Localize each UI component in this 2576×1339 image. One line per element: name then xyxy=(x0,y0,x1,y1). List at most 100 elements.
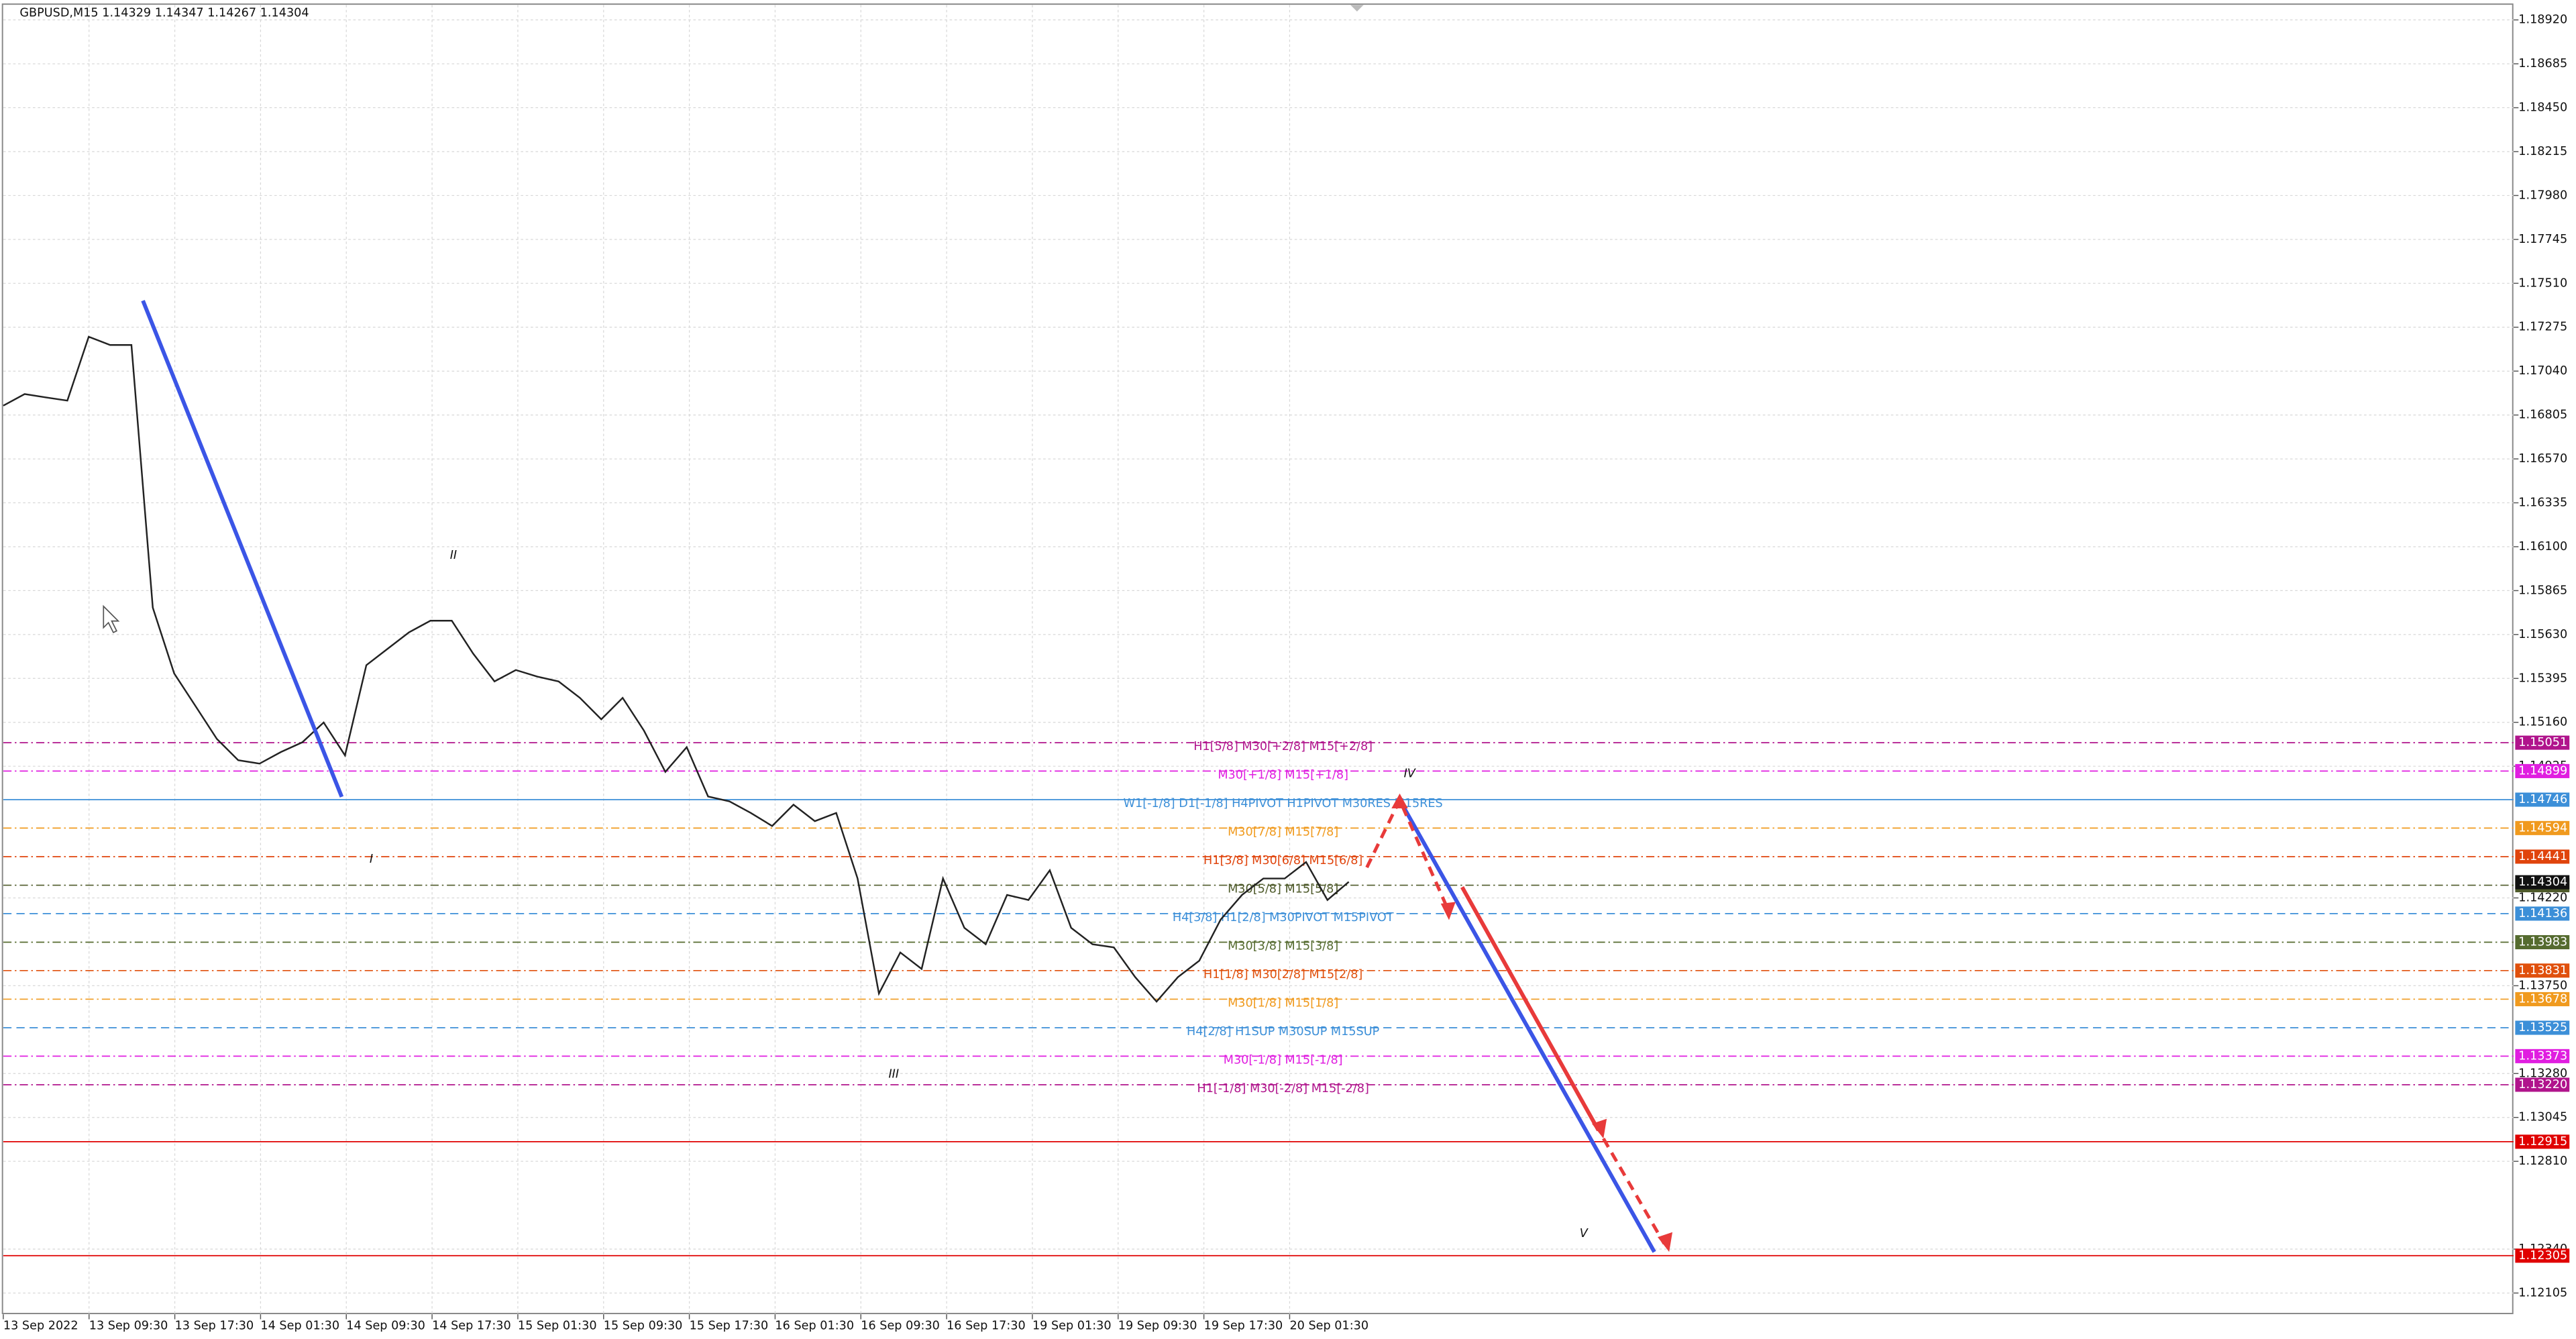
price-box-label: 1.12915 xyxy=(2518,1135,2567,1148)
price-box xyxy=(2515,735,2570,750)
price-box-label: 1.13678 xyxy=(2518,992,2567,1006)
axes: 1.18920 1.18685 1.18450 1.18215 1.17980 1.177… xyxy=(3,13,2570,1332)
price-box-label: 1.14746 xyxy=(2518,793,2567,806)
x-tick-label: 16 Sep 01:30 xyxy=(775,1319,854,1332)
price-box-label: 1.12305 xyxy=(2518,1249,2567,1263)
price-box xyxy=(2515,820,2570,835)
x-tick-label: 15 Sep 09:30 xyxy=(604,1319,683,1332)
x-tick-label: 19 Sep 01:30 xyxy=(1032,1319,1112,1332)
level-label: M30[-1/8] M15[-1/8] xyxy=(1224,1053,1343,1067)
price-box-label: 1.14594 xyxy=(2518,821,2567,835)
y-tick-label: 1.13750 xyxy=(2518,979,2567,992)
y-tick-label: 1.17275 xyxy=(2518,321,2567,334)
price-box xyxy=(2515,763,2570,778)
x-tick-label: 14 Sep 09:30 xyxy=(346,1319,425,1332)
x-tick-label: 13 Sep 2022 xyxy=(3,1319,78,1332)
x-tick-label: 20 Sep 01:30 xyxy=(1289,1319,1368,1332)
scroll-marker xyxy=(1350,5,1364,12)
wave-label: III xyxy=(888,1068,899,1081)
price-box xyxy=(2515,1248,2570,1263)
x-tick-label: 16 Sep 09:30 xyxy=(861,1319,940,1332)
y-tick-label: 1.15865 xyxy=(2518,584,2567,597)
level-label: M30[5/8] M15[5/8] xyxy=(1228,883,1338,896)
price-box xyxy=(2515,934,2570,950)
x-tick-label: 15 Sep 17:30 xyxy=(690,1319,769,1332)
level-label: H1[1/8] M30[2/8] M15[2/8] xyxy=(1203,968,1362,981)
y-tick-label: 1.14220 xyxy=(2518,892,2567,905)
projection-arrow xyxy=(1460,886,1601,1132)
y-tick-label: 1.16335 xyxy=(2518,496,2567,510)
wave-line xyxy=(1397,799,1656,1253)
price-box xyxy=(2515,1134,2570,1149)
y-tick-label: 1.17510 xyxy=(2518,276,2567,290)
x-tick-label: 13 Sep 09:30 xyxy=(89,1319,168,1332)
mouse-cursor xyxy=(103,604,120,634)
level-label: H1[-1/8] M30[-2/8] M15[-2/8] xyxy=(1197,1082,1368,1095)
price-box-label: 1.13373 xyxy=(2518,1049,2567,1063)
price-box-label: 1.14441 xyxy=(2518,850,2567,863)
y-tick-label: 1.15630 xyxy=(2518,628,2567,641)
price-box xyxy=(2515,906,2570,921)
y-tick-label: 1.12810 xyxy=(2518,1155,2567,1168)
price-box xyxy=(2515,963,2570,978)
level-label: H1[3/8] M30[6/8] M15[6/8] xyxy=(1203,854,1362,867)
price-box xyxy=(2515,992,2570,1006)
wave-label: II xyxy=(450,549,457,562)
level-label: M30[1/8] M15[1/8] xyxy=(1228,997,1338,1010)
price-box-label: 1.13983 xyxy=(2518,936,2567,949)
price-box-label: 1.13831 xyxy=(2518,964,2567,977)
chart-title: GBPUSD,M15 1.14329 1.14347 1.14267 1.143… xyxy=(19,7,309,20)
price-box xyxy=(2515,1077,2570,1092)
level-label: W1[-1/8] D1[-1/8] H4PIVOT H1PIVOT M30RES… xyxy=(1124,797,1443,810)
x-tick-label: 19 Sep 17:30 xyxy=(1204,1319,1283,1332)
x-tick-label: 13 Sep 17:30 xyxy=(175,1319,254,1332)
plot-frame xyxy=(1,3,2514,1314)
grid xyxy=(3,5,2514,1315)
price-box-label: 1.13525 xyxy=(2518,1021,2567,1034)
last-price-label: 1.14304 xyxy=(2518,875,2567,889)
y-tick-label: 1.18215 xyxy=(2518,145,2567,158)
price-box-label: 1.15051 xyxy=(2518,736,2567,749)
level-label: M30[+1/8] M15[+1/8] xyxy=(1218,769,1348,782)
price-line xyxy=(3,335,1350,1003)
level-label: H4[3/8] H1[2/8] M30PIVOT M15PIVOT xyxy=(1173,911,1394,924)
price-box-label: 1.13220 xyxy=(2518,1078,2567,1091)
arrow-head xyxy=(1592,1118,1607,1139)
price-box xyxy=(2515,1020,2570,1035)
x-tick-label: 16 Sep 17:30 xyxy=(947,1319,1026,1332)
projection-arrow xyxy=(1602,1137,1666,1245)
price-box xyxy=(2515,1049,2570,1063)
level-label: M30[7/8] M15[7/8] xyxy=(1228,825,1338,839)
y-tick-label: 1.12105 xyxy=(2518,1286,2567,1299)
y-tick-label: 1.16570 xyxy=(2518,452,2567,466)
wave-lines xyxy=(141,300,1673,1253)
y-tick-label: 1.17745 xyxy=(2518,233,2567,246)
wave-label: V xyxy=(1580,1227,1589,1240)
arrow-head xyxy=(1658,1232,1673,1252)
y-tick-label: 1.13280 xyxy=(2518,1067,2567,1080)
x-tick-label: 15 Sep 01:30 xyxy=(518,1319,597,1332)
wave-line xyxy=(141,300,344,798)
level-label: M30[3/8] M15[3/8] xyxy=(1228,940,1338,953)
y-tick-label: 1.13045 xyxy=(2518,1111,2567,1124)
y-tick-label: 1.17040 xyxy=(2518,364,2567,378)
price-box xyxy=(2515,849,2570,864)
y-tick-label: 1.15160 xyxy=(2518,716,2567,729)
arrow-head xyxy=(1391,793,1408,808)
price-box-label: 1.14899 xyxy=(2518,764,2567,778)
x-tick-label: 19 Sep 09:30 xyxy=(1118,1319,1197,1332)
y-tick-label: 1.18450 xyxy=(2518,101,2567,115)
level-label: H4[2/8] H1SUP M30SUP M15SUP xyxy=(1187,1025,1380,1038)
levels: H1[5/8] M30[+2/8] M15[+2/8] M30[+1/8] M15… xyxy=(3,740,2514,1256)
last-price-box xyxy=(2515,875,2570,890)
y-tick-label: 1.16100 xyxy=(2518,540,2567,553)
y-tick-label: 1.15395 xyxy=(2518,672,2567,685)
y-tick-label: 1.17980 xyxy=(2518,189,2567,202)
level-label: H1[5/8] M30[+2/8] M15[+2/8] xyxy=(1193,740,1373,753)
y-tick-label: 1.18920 xyxy=(2518,13,2567,27)
y-tick-label: 1.16805 xyxy=(2518,409,2567,422)
